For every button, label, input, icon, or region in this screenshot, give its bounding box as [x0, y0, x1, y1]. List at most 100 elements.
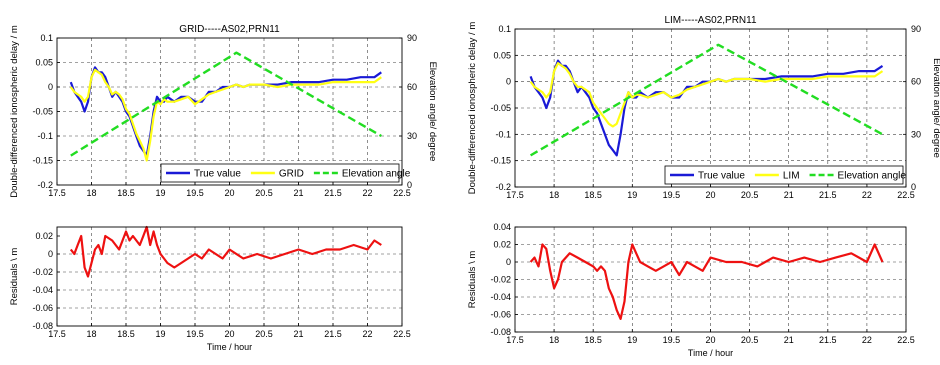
y-tick-label: -0.2 — [495, 182, 511, 192]
y-tick-label: -0.1 — [37, 131, 53, 141]
x-tick-label: 22 — [362, 188, 372, 198]
x-tick-label: 18 — [86, 329, 96, 339]
x-tick-label: 17.5 — [506, 335, 524, 345]
x-tick-label: 22.5 — [897, 190, 915, 200]
legend-label: GRID — [279, 169, 304, 180]
y-tick-label: 0.1 — [498, 24, 511, 34]
x-tick-label: 20 — [224, 188, 234, 198]
x-tick-label: 17.5 — [48, 188, 66, 198]
legend: True value LIM Elevation angle — [664, 165, 907, 185]
x-tick-label: 21.5 — [324, 329, 342, 339]
x-tick-label: 18.5 — [117, 188, 135, 198]
residual-series — [529, 243, 884, 320]
y-tick-label: -0.15 — [32, 156, 53, 166]
axes-frame — [514, 28, 907, 188]
x-tick-label: 19.5 — [663, 335, 681, 345]
y-tick-label: 0 — [48, 82, 53, 92]
x-tick-label: 20 — [705, 190, 715, 200]
y-tick-label: -0.2 — [37, 180, 53, 190]
y-axis-label: Double-differenced ionospheric delay / m — [9, 25, 20, 198]
y-tick-label: 0 — [48, 249, 53, 259]
y-right-tick-label: 30 — [911, 129, 921, 139]
y-tick-label: -0.05 — [32, 107, 53, 117]
x-tick-label: 19.5 — [186, 329, 204, 339]
y-tick-label: 0 — [506, 257, 511, 267]
chart-left-bottom: 17.5 18 18.5 19 19.5 20 20.5 21 21.5 22 22.5 -0.08 -… — [9, 225, 411, 352]
x-tick-label: 18.5 — [584, 335, 602, 345]
x-tick-label: 20.5 — [255, 188, 273, 198]
x-tick-label: 19 — [627, 335, 637, 345]
x-tick-label: 19.5 — [663, 190, 681, 200]
x-tick-label: 22 — [362, 329, 372, 339]
y-tick-label: -0.02 — [32, 267, 53, 277]
y-tick-label: 0.02 — [35, 231, 53, 241]
y-tick-label: -0.1 — [495, 129, 511, 139]
x-tick-label: 18 — [549, 335, 559, 345]
x-axis-label: Time / hour — [207, 342, 252, 352]
x-tick-label: 22 — [862, 190, 872, 200]
legend-box — [664, 165, 904, 185]
y-tick-label: 0.05 — [35, 58, 53, 68]
y-right-tick-label: 0 — [407, 180, 412, 190]
y-axis-label: Double-differenced ionospheric delay / m — [467, 22, 478, 195]
legend-label: LIM — [783, 171, 800, 182]
chart-right-top: 17.5 18 18.5 19 19.5 20 20.5 21 21.5 22 22.5 -0.2 -0… — [467, 15, 940, 200]
legend-label: Elevation angle — [838, 171, 907, 182]
x-tick-label: 22 — [862, 335, 872, 345]
x-tick-label: 21 — [293, 188, 303, 198]
y-tick-label: -0.05 — [490, 103, 511, 113]
x-tick-label: 21.5 — [819, 190, 837, 200]
y-right-tick-label: 90 — [911, 24, 921, 34]
x-tick-label: 21 — [784, 190, 794, 200]
x-tick-label: 19.5 — [186, 188, 204, 198]
y-tick-label: -0.08 — [32, 321, 53, 331]
x-tick-label: 22.5 — [897, 335, 915, 345]
chart-left-top: 17.5 18 18.5 19 19.5 20 20.5 21 21.5 22 22.5 -0.2 -0… — [9, 24, 438, 198]
y-right-tick-label: 90 — [407, 33, 417, 43]
series-lim — [529, 62, 884, 128]
y-tick-label: 0 — [506, 77, 511, 87]
y-right-tick-label: 60 — [911, 77, 921, 87]
x-tick-label: 19 — [155, 188, 165, 198]
x-tick-label: 18.5 — [117, 329, 135, 339]
x-tick-label: 17.5 — [506, 190, 524, 200]
legend-box — [160, 163, 400, 183]
y-tick-label: -0.04 — [32, 285, 53, 295]
x-tick-label: 19 — [155, 329, 165, 339]
legend-label: True value — [194, 169, 241, 180]
x-tick-label: 21.5 — [324, 188, 342, 198]
y-right-tick-label: 0 — [911, 182, 916, 192]
y-right-axis-label: Elevation angle/ degree — [931, 58, 940, 158]
series-elevation-angle — [70, 51, 382, 157]
y-tick-label: -0.02 — [490, 275, 511, 285]
y-tick-label: -0.06 — [490, 310, 511, 320]
y-tick-label: -0.04 — [490, 292, 511, 302]
y-tick-label: 0.04 — [493, 222, 511, 232]
axes-frame — [56, 37, 403, 186]
chart-title: LIM-----AS02,PRN11 — [664, 15, 756, 26]
y-right-tick-label: 60 — [407, 82, 417, 92]
x-tick-label: 21.5 — [819, 335, 837, 345]
y-tick-label: -0.06 — [32, 303, 53, 313]
legend-label: True value — [698, 171, 745, 182]
x-tick-label: 21 — [293, 329, 303, 339]
chart-right-bottom: 17.5 18 18.5 19 19.5 20 20.5 21 21.5 22 22.5 -0.08 -… — [467, 222, 915, 358]
x-tick-label: 22.5 — [393, 329, 411, 339]
x-tick-label: 18.5 — [584, 190, 602, 200]
y-axis-label: Residuals \ m — [467, 251, 478, 309]
series-elevation-angle — [529, 43, 884, 157]
y-right-axis-label: Elevation angle/ degree — [427, 62, 438, 162]
x-tick-label: 21 — [784, 335, 794, 345]
x-tick-label: 17.5 — [48, 329, 66, 339]
y-tick-label: 0.02 — [493, 240, 511, 250]
x-tick-label: 20.5 — [741, 335, 759, 345]
x-tick-label: 20.5 — [255, 329, 273, 339]
chart-title: GRID-----AS02,PRN11 — [179, 24, 280, 35]
legend-label: Elevation angle — [342, 169, 411, 180]
x-tick-label: 20 — [705, 335, 715, 345]
y-right-tick-label: 30 — [407, 131, 417, 141]
y-tick-label: -0.08 — [490, 327, 511, 337]
x-tick-label: 18 — [86, 188, 96, 198]
legend: True value GRID Elevation angle — [160, 163, 411, 183]
